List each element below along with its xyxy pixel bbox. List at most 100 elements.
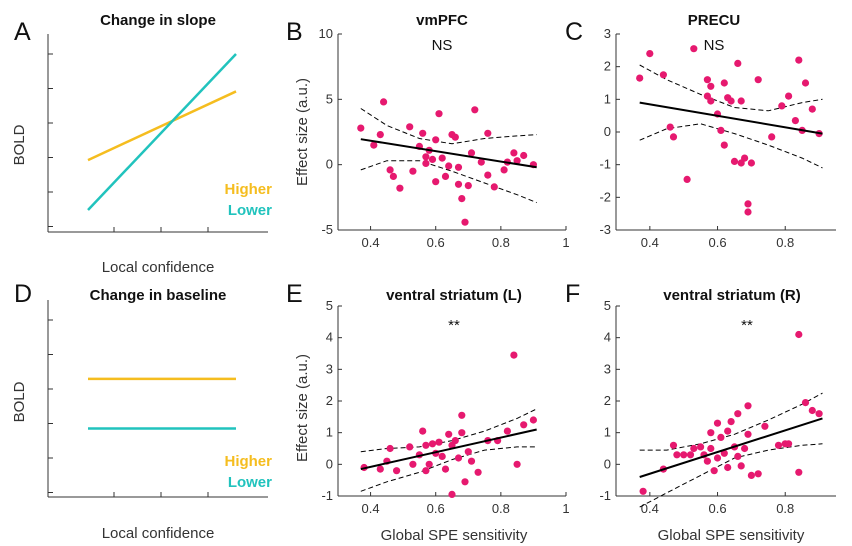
panel-c-y-tick-label: 3 <box>604 26 611 41</box>
panel-e-data-point <box>513 460 521 468</box>
panel-c-annotation: NS <box>704 37 725 54</box>
panel-e-fit-line <box>360 428 537 471</box>
panel-b-data-point <box>490 183 498 191</box>
panel-f-data-point <box>639 487 647 495</box>
panel-b-x-tick-label: 0.8 <box>492 235 510 250</box>
panel-b-data-point <box>389 172 397 180</box>
panel-c-x-tick-label: 0.8 <box>776 235 794 250</box>
panel-c-y-tick-label: 1 <box>604 91 611 106</box>
panel-b-y-tick-label: 10 <box>319 26 333 41</box>
panel-e-data-point <box>435 438 443 446</box>
panel-a-ylabel: BOLD <box>11 124 28 165</box>
panel-f-y-tick-label: 1 <box>604 425 611 440</box>
panel-f-data-point <box>744 430 752 438</box>
panel-e-data-point <box>529 416 538 424</box>
panel-f-data-point <box>669 441 678 449</box>
panel-f-x-tick-label: 0.4 <box>641 501 659 516</box>
panel-e-data-point <box>409 460 417 468</box>
panel-f-data-point <box>747 471 756 479</box>
panel-c-data-point <box>747 159 756 167</box>
panel-f-data-point <box>801 399 810 407</box>
panel-b-data-point <box>435 110 443 118</box>
panel-b-data-point <box>445 162 453 170</box>
panel-b-data-point <box>477 158 485 166</box>
panel-c-data-point <box>744 200 752 208</box>
panel-b-data-point <box>422 153 430 161</box>
panel-a-legend-higher: Higher <box>224 181 272 198</box>
panel-c-y-tick-label: 0 <box>604 124 611 139</box>
panel-e-y-tick-label: 4 <box>326 330 333 345</box>
panel-e-y-tick-label: 5 <box>326 298 333 313</box>
panel-e-data-point <box>451 437 459 445</box>
panel-b-data-point <box>432 136 440 144</box>
panel-b-data-point <box>451 133 459 141</box>
panel-b-data-point <box>419 129 427 137</box>
panel-b-data-point <box>454 163 463 171</box>
panel-f-x-tick-label: 0.8 <box>776 501 794 516</box>
panel-f-data-point <box>710 467 718 475</box>
panel-e-data-point <box>422 441 430 449</box>
panel-e-data-point <box>445 430 453 438</box>
panel-c-data-point <box>808 105 816 113</box>
panel-f-data-point <box>724 463 732 472</box>
panel-e-data-point <box>458 411 466 419</box>
panel-a-series-higher-line <box>87 90 237 162</box>
panel-e-data-point <box>454 454 463 462</box>
panel-b-data-point <box>464 182 472 190</box>
panel-f-data-point <box>737 462 745 470</box>
panel-f-data-point <box>754 470 762 478</box>
panel-f-y-tick-label: 2 <box>604 393 611 408</box>
panel-b-data-point <box>467 149 476 157</box>
panel-f-data-point <box>713 454 722 462</box>
panel-b-data-point <box>428 155 437 163</box>
panel-d-legend-higher: Higher <box>224 453 272 470</box>
panel-a-title: Change in slope <box>100 12 216 29</box>
panel-f-y-tick-label: 0 <box>604 456 611 471</box>
panel-f-data-point <box>795 468 803 476</box>
panel-c-data-point <box>669 133 678 141</box>
panel-e-data-point <box>376 465 384 473</box>
panel-b-data-point <box>370 141 378 149</box>
panel-e-data-point <box>441 465 450 473</box>
panel-e-ci-lower <box>360 446 537 492</box>
panel-c-data-point <box>801 79 810 87</box>
panel-e-data-point <box>406 443 414 451</box>
panel-f-data-point <box>774 441 783 449</box>
panel-f-data-point <box>734 452 742 460</box>
panel-f-data-point <box>673 451 681 459</box>
panel-e-x-tick-label: 0.4 <box>362 501 380 516</box>
panel-e-y-tick-label: 2 <box>326 393 333 408</box>
panel-d-title: Change in baseline <box>90 287 227 304</box>
panel-e-data-point <box>393 467 401 475</box>
panel-e-data-point <box>422 467 430 475</box>
panel-b-annotation: NS <box>432 37 453 54</box>
panel-letter-d: D <box>14 280 32 308</box>
panel-f-data-point <box>734 410 742 418</box>
panel-e-data-point <box>458 429 466 437</box>
panel-b-ci-lower <box>360 160 537 204</box>
panel-a-legend-lower: Lower <box>228 202 272 219</box>
panel-f-data-point <box>686 451 695 459</box>
panel-f-fit-line <box>639 417 823 478</box>
panel-f-data-point <box>761 422 769 430</box>
panel-c-y-tick-label: -3 <box>599 222 611 237</box>
panel-c-ci-upper <box>639 64 823 112</box>
panel-c-data-point <box>778 102 786 110</box>
panel-f-data-point <box>808 406 816 415</box>
panel-f-ci-upper <box>639 392 823 451</box>
panel-f-data-point <box>707 444 715 453</box>
panel-e-y-tick-label: 3 <box>326 361 333 376</box>
panel-c-data-point <box>707 97 715 105</box>
panel-b-data-point <box>458 195 466 203</box>
panel-c-data-point <box>690 45 698 53</box>
panel-b-y-tick-label: 5 <box>326 91 333 106</box>
panel-b-data-point <box>396 184 404 192</box>
panel-e-data-point <box>419 427 427 435</box>
panel-f-data-point <box>741 444 749 453</box>
panel-e-xlabel: Global SPE sensitivity <box>381 527 528 544</box>
panel-b-data-point <box>380 98 388 106</box>
panel-f-data-point <box>744 402 752 410</box>
panel-b-data-point <box>438 154 446 162</box>
panel-b-data-point <box>500 166 508 174</box>
